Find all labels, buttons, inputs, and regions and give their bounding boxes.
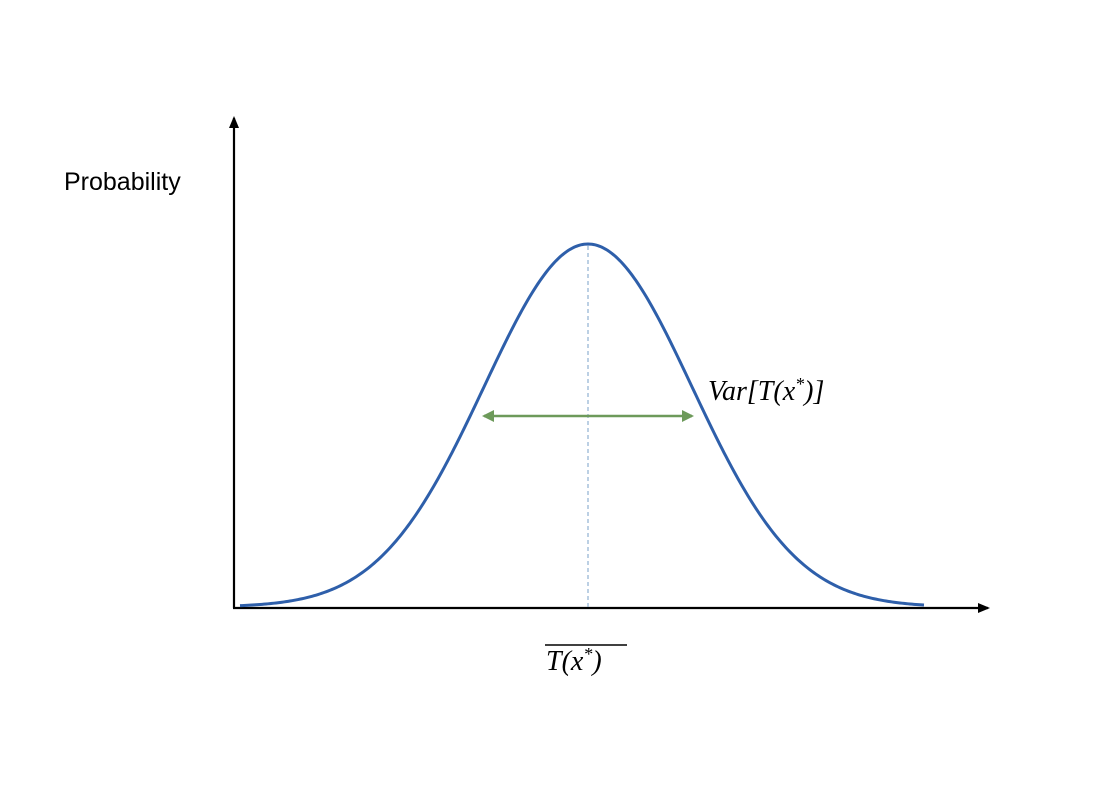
variance-label: Var[T(x*)]	[708, 374, 824, 407]
y-axis-label: Probability	[64, 168, 181, 196]
bell-curve	[239, 242, 925, 608]
mean-label: T(x*)	[546, 644, 602, 677]
